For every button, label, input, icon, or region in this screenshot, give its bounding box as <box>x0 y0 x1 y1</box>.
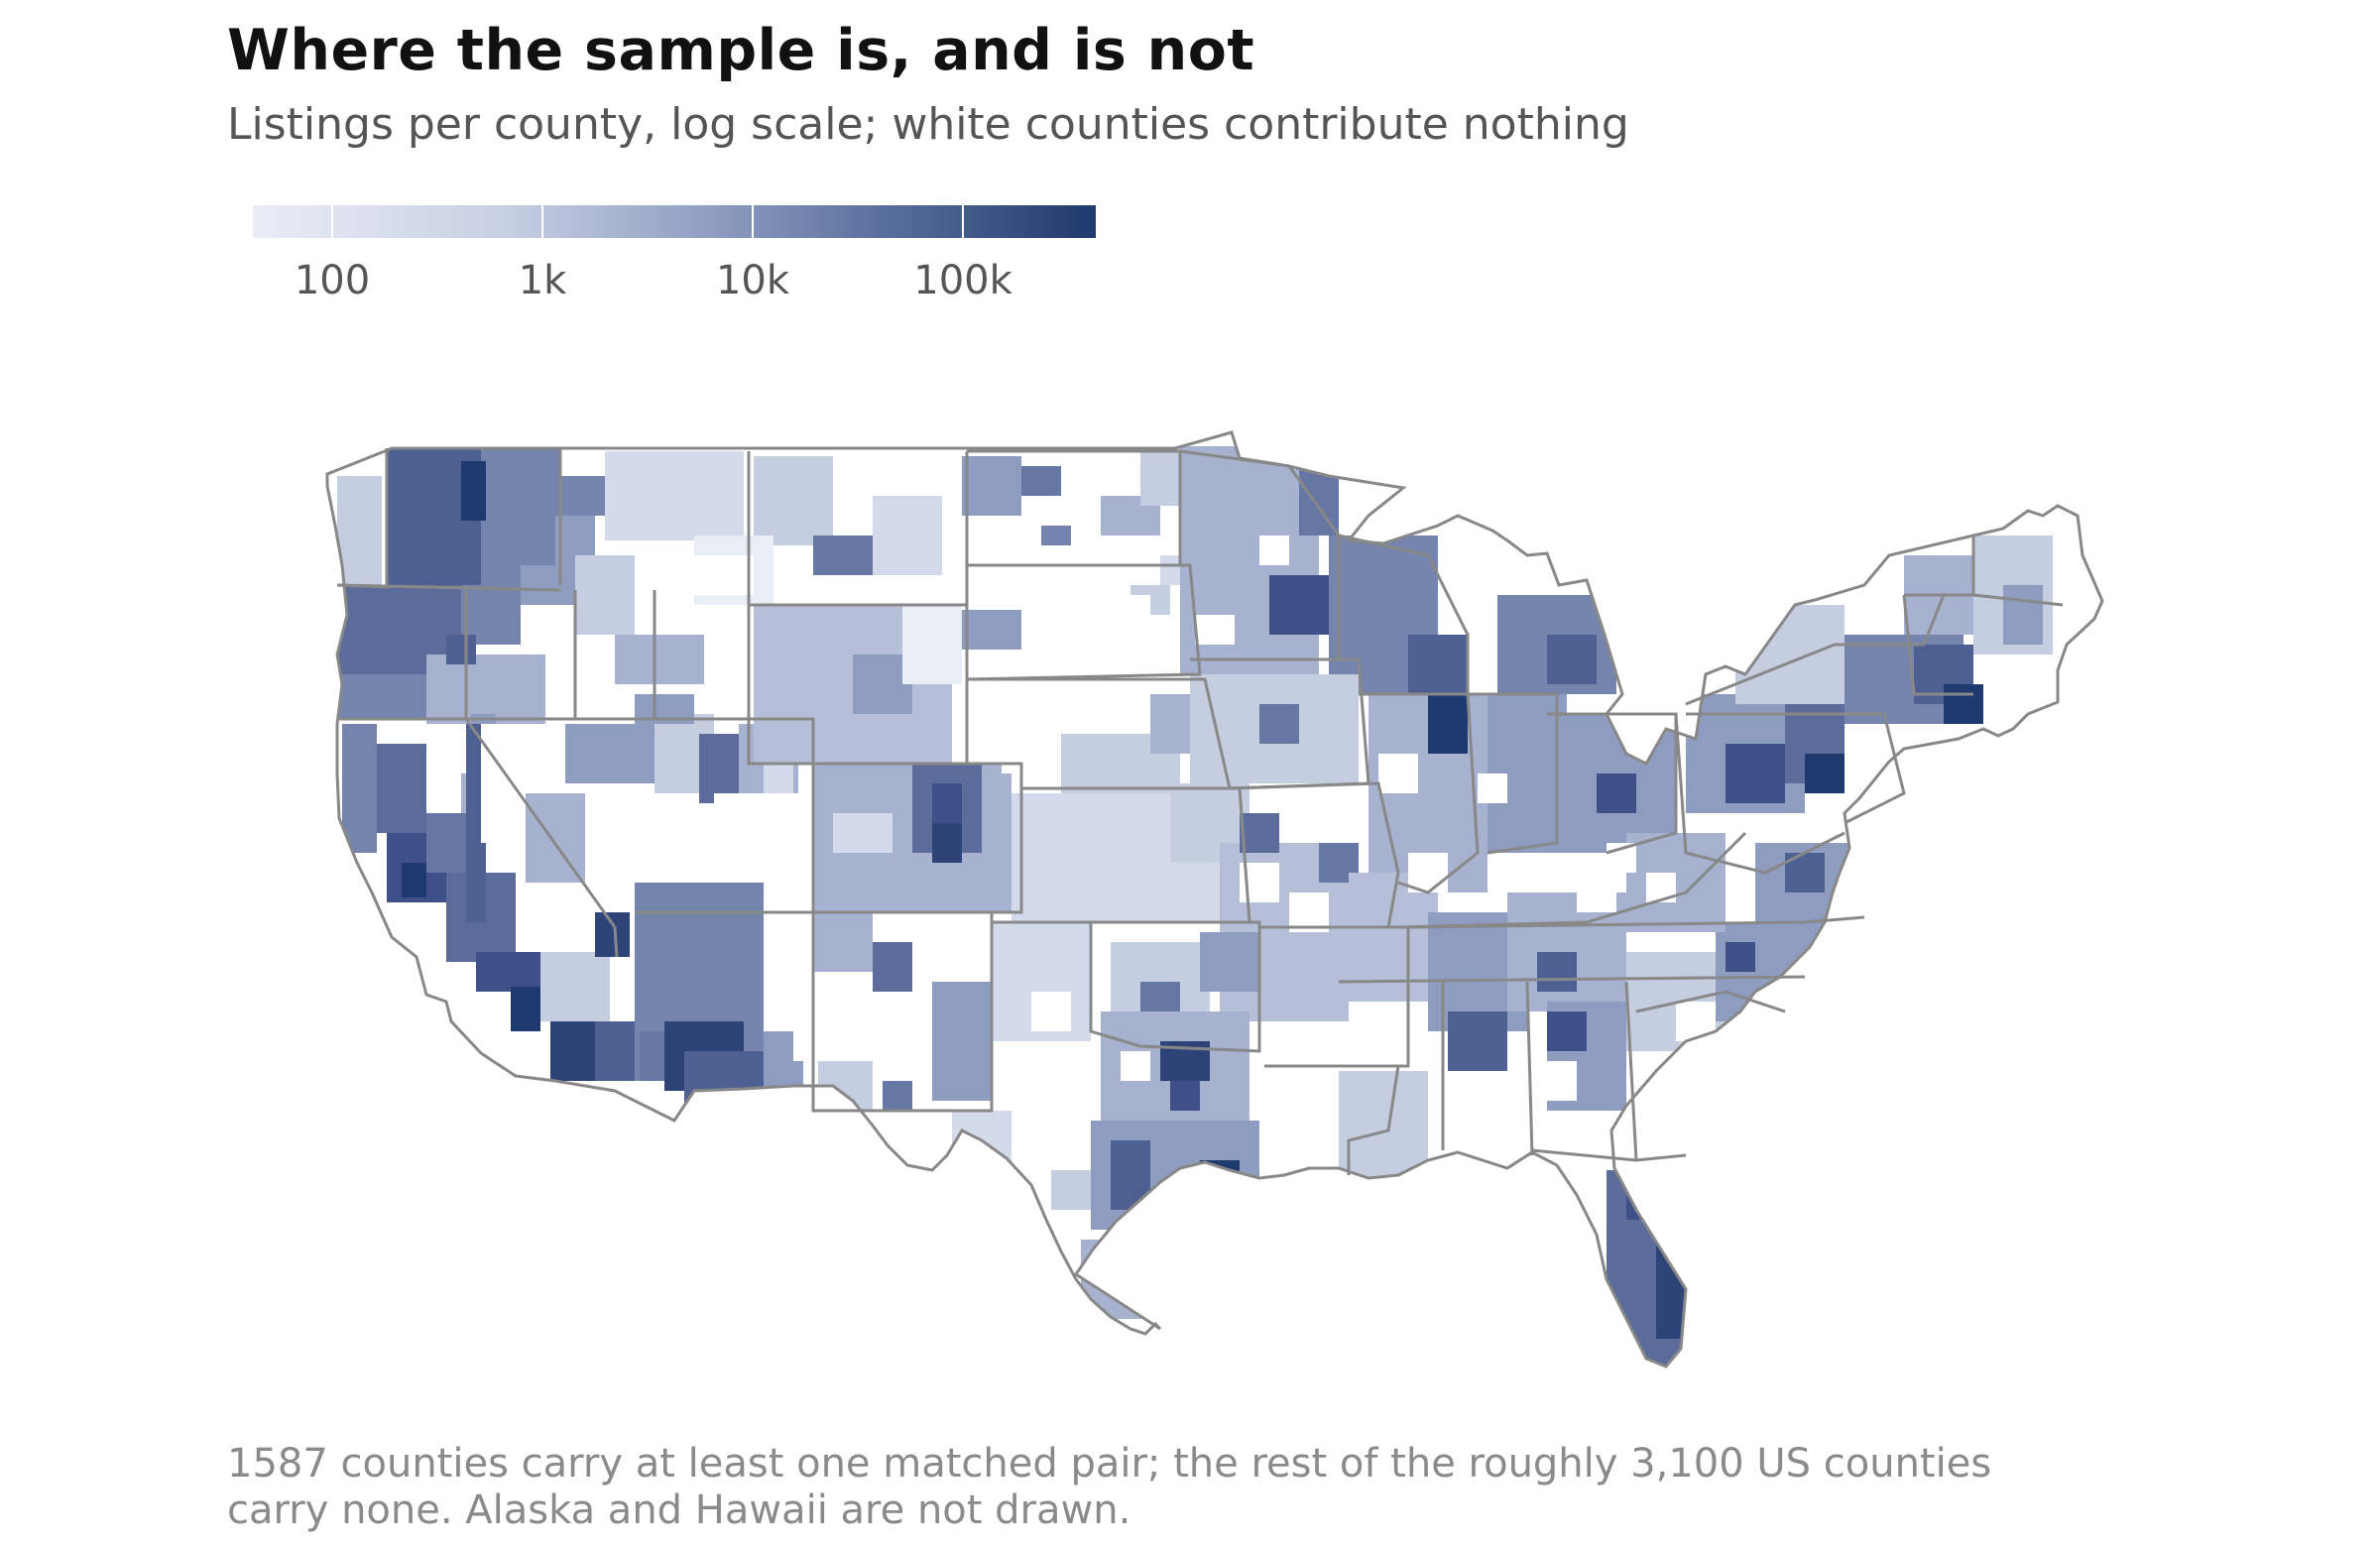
footnote: 1587 counties carry at least one matched… <box>227 1441 2210 1534</box>
state-borders <box>325 430 2104 1368</box>
footnote-line-1: 1587 counties carry at least one matched… <box>227 1441 1992 1487</box>
legend-color-bar <box>253 205 1096 238</box>
legend-label-100k: 100k <box>913 258 1012 303</box>
map-title: Where the sample is, and is not <box>227 18 1255 83</box>
map-subtitle: Listings per county, log scale; white co… <box>227 99 1629 150</box>
empty-county-speckle <box>481 536 1864 1101</box>
legend-label-100: 100 <box>294 258 371 303</box>
legend-label-10k: 10k <box>715 258 790 303</box>
legend-label-1k: 1k <box>518 258 567 303</box>
legend-tick-100 <box>331 205 333 238</box>
footnote-line-2: carry none. Alaska and Hawaii are not dr… <box>227 1488 1131 1533</box>
legend-tick-100k <box>962 205 964 238</box>
legend-tick-1k <box>541 205 543 238</box>
legend-tick-10k <box>752 205 754 238</box>
color-legend: 100 1k 10k 100k <box>253 205 1096 324</box>
